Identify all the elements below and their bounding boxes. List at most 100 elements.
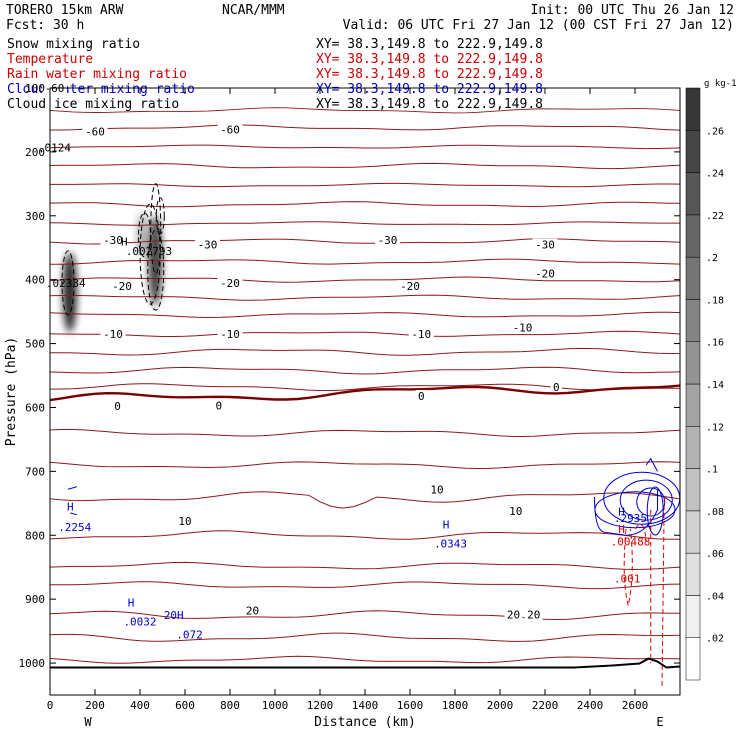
isotherm-label-bg (217, 123, 243, 135)
isotherm-label: 10 (178, 515, 191, 528)
isotherm-label: -10 (411, 328, 431, 341)
isotherm-line (49, 655, 681, 664)
rain-water-contour (661, 496, 665, 689)
isotherm-line (49, 330, 681, 337)
cloud-ice-contour (147, 229, 165, 311)
maximum-label: H (121, 235, 128, 248)
rain-water-contour (623, 528, 633, 606)
maximum-label: .0343 (434, 538, 467, 551)
x-axis-title: Distance (km) (314, 715, 416, 730)
maximum-label: .2254 (58, 521, 91, 534)
legend-field-xy: XY= 38.3,149.8 to 222.9,149.8 (316, 52, 543, 67)
x-tick-label: 2000 (487, 699, 514, 712)
isotherm-line (49, 383, 681, 391)
isotherm-line (49, 610, 681, 621)
cloud-water-contour (594, 491, 676, 529)
isotherm-line (49, 530, 680, 540)
colorbar-tick-label: .12 (706, 422, 724, 433)
cloud-water-contour (619, 479, 673, 521)
y-tick-label: 600 (25, 401, 45, 414)
maximum-label: 20H (164, 609, 184, 622)
colorbar-tick-label: .18 (706, 295, 724, 306)
isotherm-line (49, 311, 681, 319)
isotherm-label: -30 (198, 239, 218, 252)
cloud-ice-contours (61, 183, 165, 316)
isotherm-label-bg (397, 280, 423, 292)
isotherm-label: -20 (112, 280, 132, 293)
legend-field-xy: XY= 38.3,149.8 to 222.9,149.8 (316, 67, 543, 82)
maximum-label: .02334 (46, 277, 86, 290)
colorbar-segment (685, 214, 701, 258)
colorbar-tick-label: .26 (706, 126, 724, 137)
colorbar-segment (685, 383, 701, 427)
x-tick-label: 1400 (352, 699, 379, 712)
colorbar-segment (685, 468, 701, 512)
isotherm-line (49, 107, 681, 114)
isotherm-line (49, 491, 681, 509)
x-tick-label: 0 (47, 699, 54, 712)
contour-labels: -60-60 -60-30 -30 -30 -30-20 -20 -20-20-10 -10-… (38, 82, 650, 641)
legend-field-name: Cloud ice mixing ratio (7, 97, 179, 112)
isotherm-line (49, 144, 681, 150)
isotherm-label: -30 (378, 234, 398, 247)
cloud-water-contour (67, 486, 78, 516)
isotherm-line (50, 347, 680, 356)
maximum-label: H (618, 506, 625, 519)
cloud-ice-contour (150, 183, 162, 275)
isotherm-label-bg (195, 238, 220, 250)
east-label: E (656, 715, 663, 729)
isotherm-line (50, 258, 681, 265)
isotherm-label: 0 (114, 400, 121, 413)
chart-header: TORERO 15km ARW NCAR/MMM Init: 00 UTC Th… (6, 3, 734, 33)
colorbar-segment (685, 510, 701, 554)
y-tick-label: 800 (25, 529, 45, 542)
isotherm-line (49, 221, 680, 226)
y-tick-label: 200 (25, 146, 45, 159)
colorbar-segment (685, 552, 701, 596)
isotherm-label: -10 (103, 328, 123, 341)
isotherm-label-bg (176, 515, 194, 527)
cloud-water-contour (645, 457, 658, 472)
forecast-hour: Fcst: 30 h (6, 18, 84, 33)
isotherm-label-bg (506, 504, 525, 516)
y-tick-label: 1000 (19, 657, 46, 670)
isotherm-line (49, 276, 681, 283)
x-tick-label: 2200 (532, 699, 559, 712)
y-tick-label: 900 (25, 593, 45, 606)
colorbar-tick-label: .22 (706, 211, 724, 222)
isotherm-label: 0 (215, 400, 222, 413)
colorbar-tick-label: .2 (706, 253, 718, 264)
x-tick-label: 1800 (442, 699, 469, 712)
isotherm-label: -10 (220, 328, 240, 341)
cloud-water-contours (67, 457, 681, 536)
colorbar-tick-label: .16 (706, 338, 724, 349)
isotherm-label-bg (428, 483, 446, 495)
isotherm-line (49, 561, 681, 571)
colorbar-segment (685, 595, 701, 638)
maximum-label: .072 (176, 628, 203, 641)
isotherm-line (50, 581, 681, 590)
isotherm-label: -20 (400, 280, 420, 293)
cloud-ice-contour (155, 197, 165, 235)
isotherm-line (49, 461, 681, 470)
x-tick-label: 600 (175, 699, 195, 712)
isotherm-line (49, 384, 681, 402)
model-title: TORERO 15km ARW (6, 3, 124, 18)
colorbar: .02 .04 .06 .08 .1 .12 .14 .16 .18 .2 .22 .24 .26 g k… (685, 79, 737, 681)
isotherm-label-bg (524, 608, 543, 620)
isotherm-label: -60 (220, 124, 240, 137)
field-legend: Snow mixing ratio XY= 38.3,149.8 to 222.9… (7, 37, 543, 112)
plot-axes: 0 200 400 600 800 1000 1200 1400 1600 1800 2000 220… (4, 82, 681, 730)
isotherm-label: 20 (507, 608, 520, 621)
isotherm-label: -20 (535, 267, 555, 280)
isotherm-label-bg (109, 280, 135, 292)
rain-water-contours (623, 496, 665, 689)
maximum-label: .0124 (38, 141, 71, 154)
colorbar-tick-label: .1 (706, 465, 718, 476)
legend-field-name: Rain water mixing ratio (7, 67, 187, 82)
colorbar-tick-label: .04 (706, 591, 724, 602)
isotherm-label-bg (504, 608, 523, 620)
maximum-label: H (128, 596, 135, 609)
rain-water-contour (634, 524, 647, 542)
